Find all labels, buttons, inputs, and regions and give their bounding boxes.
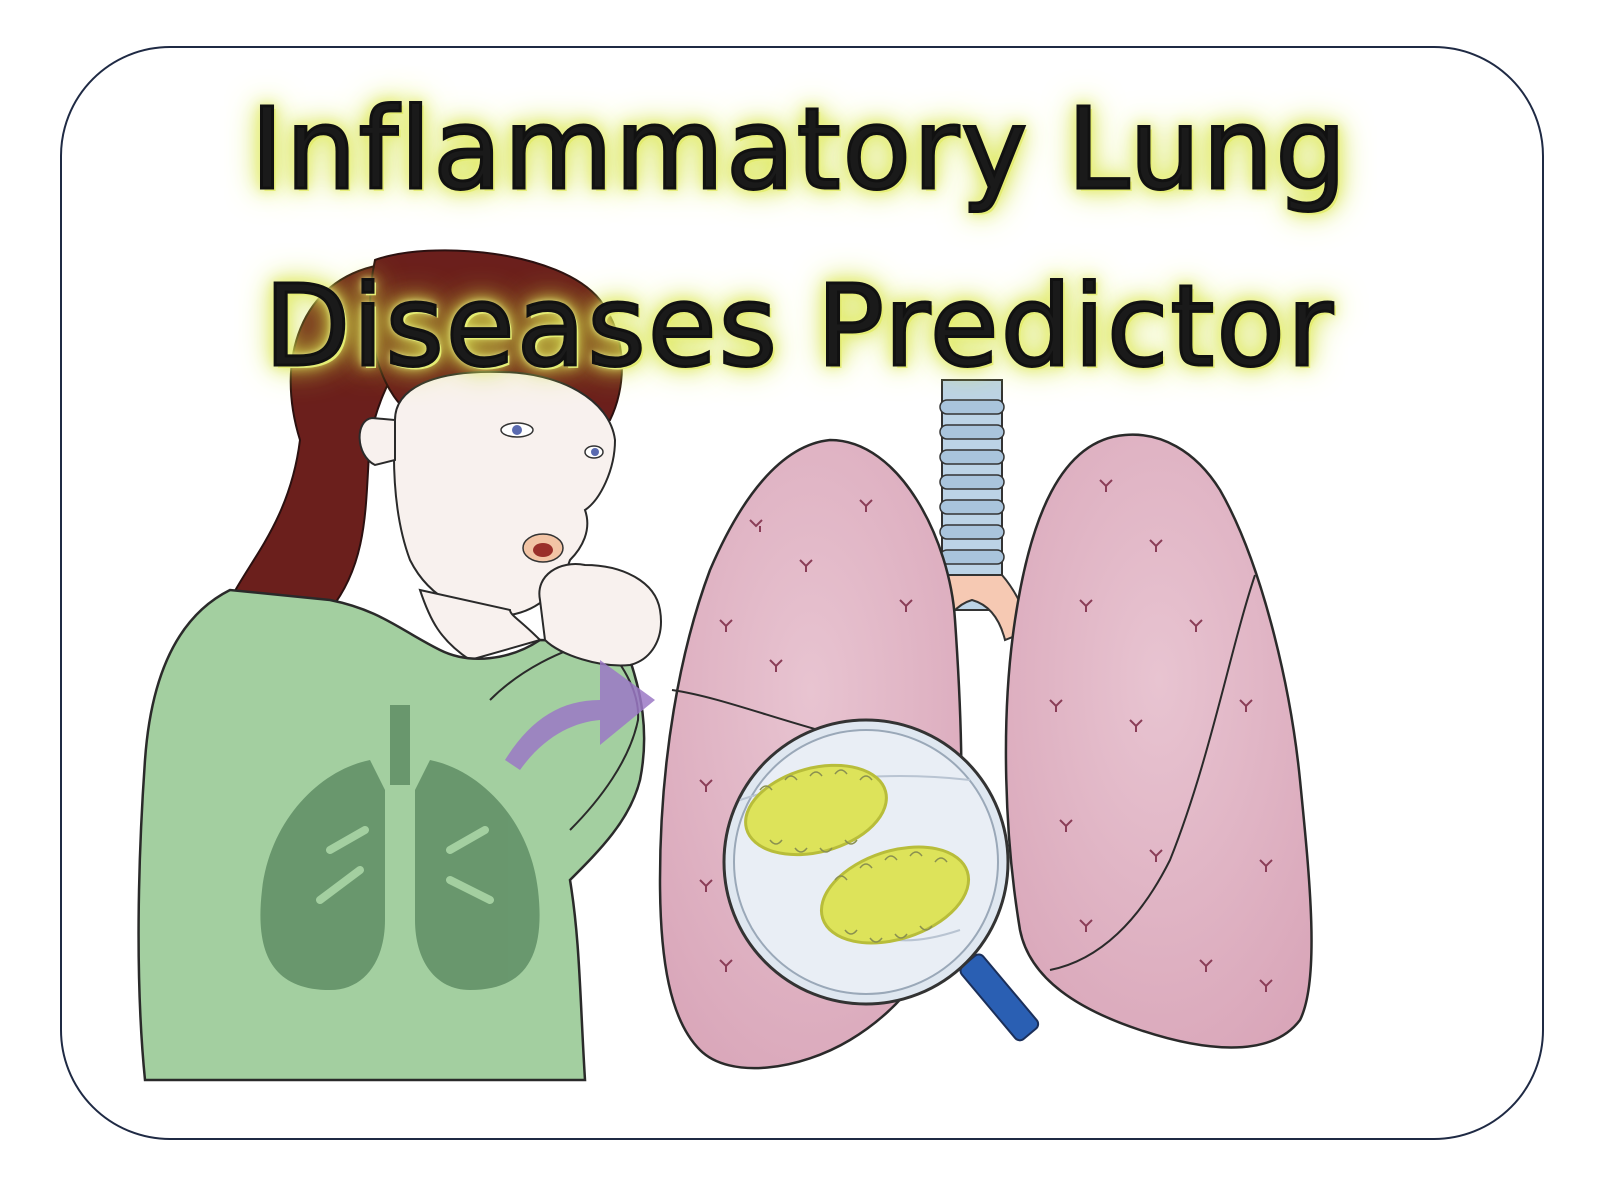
magnifying-glass xyxy=(722,718,1040,1042)
title-line-2: Diseases Predictor xyxy=(263,261,1335,394)
lung-right xyxy=(1004,433,1313,1049)
internal-lungs-overlay xyxy=(260,705,540,990)
title-line-1: Inflammatory Lung xyxy=(249,84,1349,217)
bacteria xyxy=(744,763,971,945)
coughing-woman xyxy=(137,249,662,1082)
purple-arrow xyxy=(505,660,655,770)
lung-texture xyxy=(699,479,1273,992)
